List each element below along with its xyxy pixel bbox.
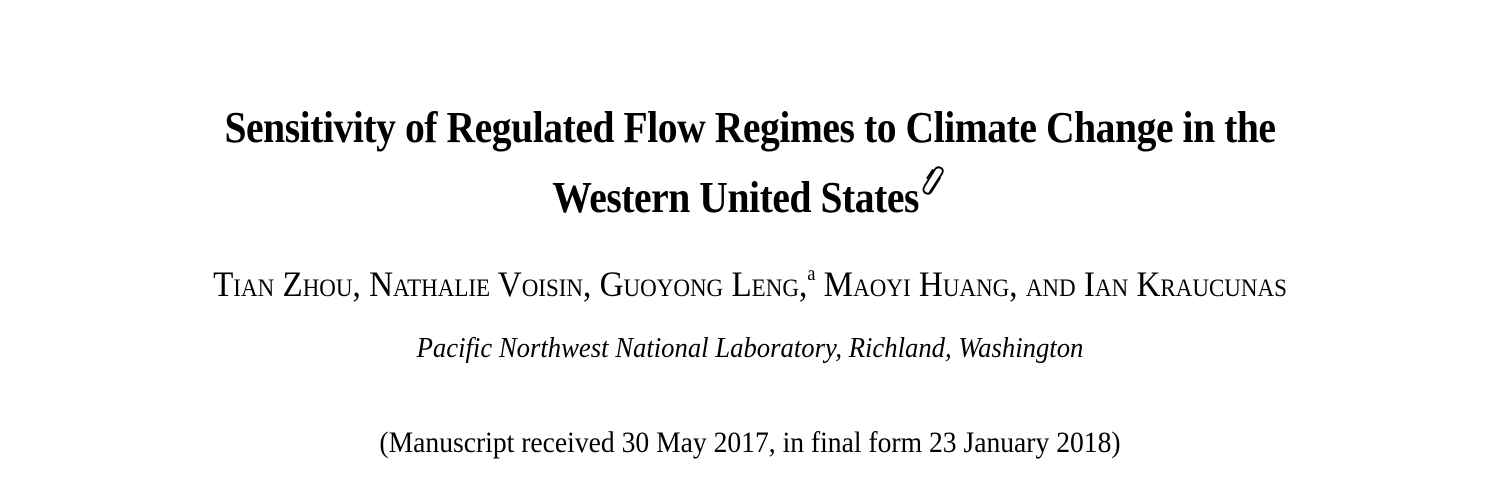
manuscript-dates: (Manuscript received 30 May 2017, in fin… [379,426,1121,459]
title-line-2-wrapper: Western United States [75,156,1425,226]
affiliation-footnote-marker[interactable]: a [807,263,816,285]
author-affiliation: Pacific Northwest National Laboratory, R… [416,332,1084,364]
authors-text-2: Maoyi Huang, and Ian Kraucunas [815,264,1287,304]
author-list: Tian Zhou, Nathalie Voisin, Guoyong Leng… [60,262,1440,306]
paper-title: Sensitivity of Regulated Flow Regimes to… [75,100,1425,226]
paperclip-icon[interactable] [921,156,948,195]
authors-text-1: Tian Zhou, Nathalie Voisin, Guoyong Leng… [213,264,808,304]
title-line-1: Sensitivity of Regulated Flow Regimes to… [224,103,1276,152]
title-line-2: Western United States [552,173,919,222]
